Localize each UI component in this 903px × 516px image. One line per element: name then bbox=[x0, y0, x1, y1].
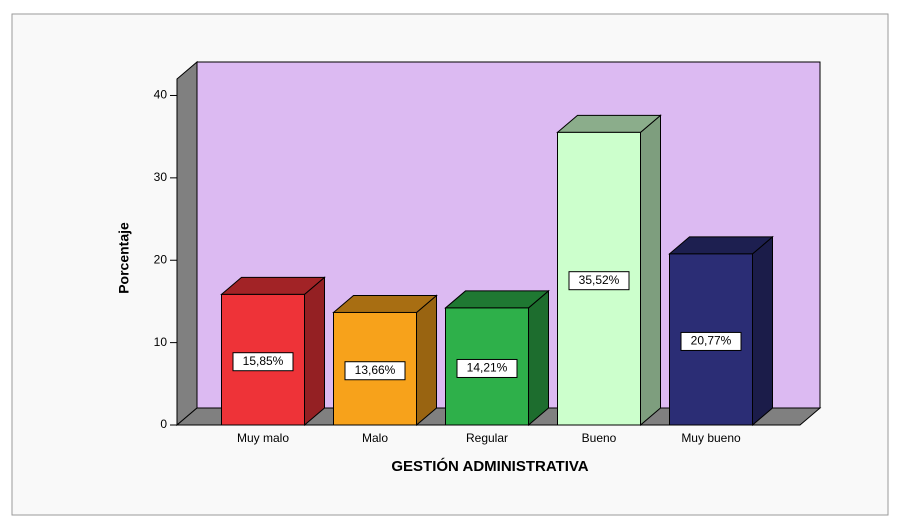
x-tick-label: Bueno bbox=[582, 431, 617, 445]
side-wall bbox=[176, 60, 198, 427]
y-tick-label: 0 bbox=[160, 417, 167, 431]
x-tick-label: Regular bbox=[466, 431, 508, 445]
x-axis-title: GESTIÓN ADMINISTRATIVA bbox=[391, 457, 588, 475]
y-axis-title: Porcentaje bbox=[116, 222, 132, 294]
value-label-box bbox=[344, 361, 406, 381]
y-tick-label: 10 bbox=[154, 335, 168, 349]
bar bbox=[556, 114, 662, 427]
value-label: 15,85% bbox=[243, 354, 284, 368]
y-tick-label: 20 bbox=[154, 252, 168, 266]
x-tick-label: Muy malo bbox=[237, 431, 289, 445]
x-tick-label: Muy bueno bbox=[681, 431, 741, 445]
value-label: 13,66% bbox=[355, 363, 396, 377]
bar-side bbox=[752, 235, 773, 427]
value-label-box bbox=[456, 358, 518, 378]
value-label-box bbox=[568, 271, 630, 291]
value-label-box bbox=[680, 331, 742, 351]
bar bbox=[668, 235, 774, 427]
value-label: 20,77% bbox=[691, 334, 732, 348]
y-tick-label: 30 bbox=[154, 170, 168, 184]
bar-side bbox=[528, 289, 549, 427]
x-tick-label: Malo bbox=[362, 431, 388, 445]
value-label: 35,52% bbox=[579, 273, 620, 287]
bar-side bbox=[304, 276, 325, 427]
bar-side bbox=[416, 294, 437, 427]
y-tick-label: 40 bbox=[154, 88, 168, 102]
value-label-box bbox=[232, 352, 294, 372]
bar bbox=[332, 294, 438, 427]
bar-side bbox=[640, 114, 661, 427]
value-label: 14,21% bbox=[467, 361, 508, 375]
bar bbox=[444, 289, 550, 427]
bar bbox=[220, 276, 326, 427]
